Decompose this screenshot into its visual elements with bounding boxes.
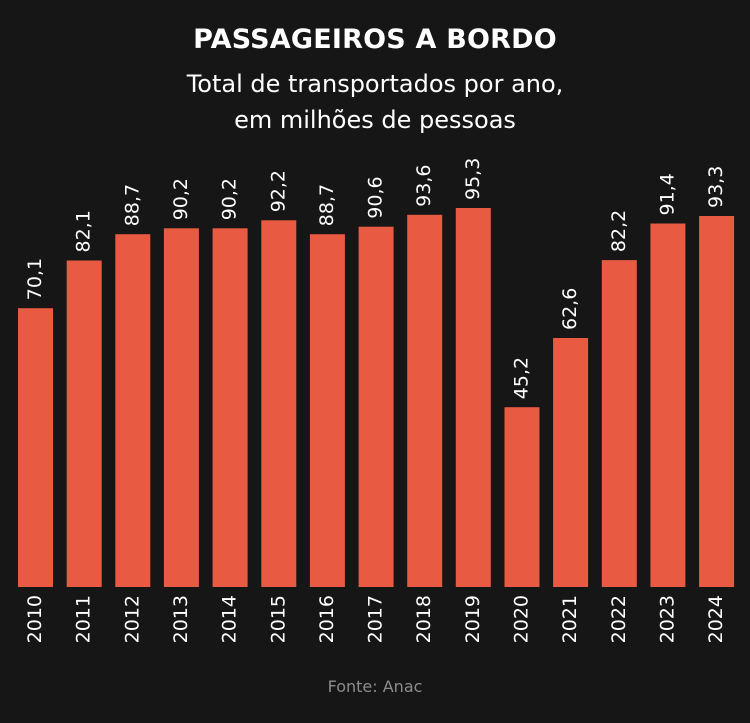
value-label-2023: 91,4 (656, 173, 678, 215)
bar-2015 (261, 220, 297, 588)
bar-2012 (115, 234, 151, 587)
value-label-2013: 90,2 (170, 178, 192, 220)
bar-2014 (212, 228, 248, 588)
bar-2011 (66, 260, 102, 587)
value-label-2019: 95,3 (462, 158, 484, 200)
x-tick-label-2018: 2018 (413, 595, 435, 643)
x-tick-label-2012: 2012 (121, 595, 143, 643)
bar-2023 (650, 223, 686, 587)
x-tick-label-2014: 2014 (219, 595, 241, 643)
bar-2010 (18, 308, 53, 587)
value-label-2018: 93,6 (413, 164, 435, 206)
value-label-2022: 82,2 (608, 210, 630, 252)
x-tick-label-2017: 2017 (365, 595, 387, 643)
value-label-2010: 70,1 (24, 258, 46, 300)
source-note: Fonte: Anac (327, 677, 423, 696)
bar-2018 (407, 214, 443, 588)
subtitle-line-1: Total de transportados por ano, (186, 70, 564, 98)
x-tick-label-2019: 2019 (462, 595, 484, 643)
x-tick-label-2021: 2021 (559, 595, 581, 643)
bar-2020 (504, 407, 540, 587)
value-labels-group: 70,1 82,1 88,7 90,2 90,2 92,2 88,7 90,6 93,6 95,3… (24, 158, 727, 400)
bar-2019 (455, 208, 491, 587)
subtitle-line-2: em milhões de pessoas (234, 106, 516, 134)
x-tick-label-2023: 2023 (656, 595, 678, 643)
x-tick-label-2015: 2015 (267, 595, 289, 643)
x-tick-label-2020: 2020 (511, 595, 533, 643)
chart-title: PASSAGEIROS A BORDO (193, 24, 557, 55)
value-label-2016: 88,7 (316, 184, 338, 226)
x-tick-label-2024: 2024 (705, 595, 727, 643)
x-tick-label-2010: 2010 (24, 595, 46, 643)
value-label-2015: 92,2 (267, 170, 289, 212)
value-label-2020: 45,2 (511, 357, 533, 399)
category-labels-group: 2010 2011 2012 2013 2014 2015 2016 2017 2018 2019… (24, 595, 727, 643)
value-label-2017: 90,6 (365, 176, 387, 218)
x-tick-label-2011: 2011 (73, 595, 95, 643)
x-tick-label-2013: 2013 (170, 595, 192, 643)
bars-group (18, 208, 735, 588)
bar-2013 (163, 228, 199, 588)
bar-2024 (699, 216, 735, 587)
bar-2017 (358, 226, 394, 587)
value-label-2014: 90,2 (219, 178, 241, 220)
value-label-2021: 62,6 (559, 288, 581, 330)
bar-2022 (601, 260, 637, 587)
bar-2016 (309, 234, 345, 587)
bar-2021 (553, 338, 589, 587)
value-label-2012: 88,7 (121, 184, 143, 226)
x-tick-label-2022: 2022 (608, 595, 630, 643)
x-tick-label-2016: 2016 (316, 595, 338, 643)
value-label-2011: 82,1 (73, 210, 95, 252)
chart-subtitle: Total de transportados por ano, em milhõ… (0, 66, 750, 138)
value-label-2024: 93,3 (705, 166, 727, 208)
